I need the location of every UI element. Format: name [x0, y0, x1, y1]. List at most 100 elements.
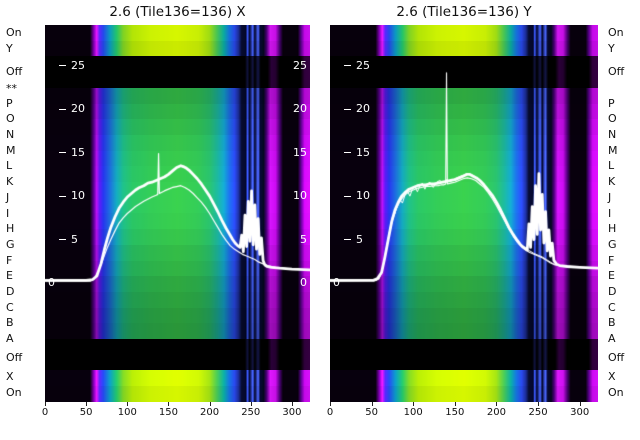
row-label: X [608, 369, 616, 383]
value-zero-label-right: 0 [300, 275, 307, 289]
value-tick-label: 20 [71, 102, 85, 116]
row-label: F [608, 253, 615, 267]
x-tick-label: 50 [79, 407, 93, 418]
value-tick-label: 5 [356, 232, 363, 246]
heatmap-panel-y: 25 20 15 10 5 0 [330, 25, 598, 402]
x-tick-label: 0 [326, 407, 334, 418]
row-label: O [608, 112, 617, 126]
value-zero-label: 0 [48, 275, 55, 289]
x-axis-x: 0 50 100 150 200 250 300 [42, 402, 310, 424]
value-tick-mark [344, 195, 351, 197]
row-label: A [6, 332, 14, 346]
row-label: H [6, 222, 15, 236]
x-tick-mark [127, 402, 129, 406]
x-tick-label: 250 [528, 407, 548, 418]
row-labels-left: On Y Off ** P O N M L K J I H G F E D C B A Off X On [2, 25, 42, 402]
row-label: X [6, 369, 14, 383]
row-label: B [608, 316, 616, 330]
row-label: H [608, 222, 617, 236]
row-label: G [608, 237, 617, 251]
x-tick-mark [413, 402, 415, 406]
value-tick-label: 10 [356, 189, 370, 203]
x-tick-mark [45, 402, 46, 406]
row-label: Off [608, 351, 625, 365]
row-label: B [6, 316, 14, 330]
row-label: N [6, 127, 15, 141]
row-label: Y [608, 41, 615, 55]
x-tick-mark [538, 402, 540, 406]
x-tick-mark [454, 402, 456, 406]
value-tick-mark [59, 152, 66, 154]
x-tick-label: 300 [570, 407, 590, 418]
x-tick-mark [86, 402, 88, 406]
row-label: On [608, 25, 624, 39]
value-zero-label: 0 [333, 275, 340, 289]
x-tick-mark [168, 402, 170, 406]
row-label: ** [6, 82, 17, 96]
row-label: A [608, 332, 616, 346]
row-label: C [6, 300, 14, 314]
row-label: D [608, 285, 617, 299]
x-tick-mark [496, 402, 498, 406]
x-axis-y: 0 50 100 150 200 250 300 [327, 402, 598, 424]
value-tick-label-right: 20 [293, 102, 307, 116]
row-label: Off [608, 65, 625, 79]
row-label: G [6, 237, 15, 251]
value-tick-label: 25 [71, 58, 85, 72]
beam-curve-canvas-y [330, 25, 598, 402]
row-label: D [6, 285, 15, 299]
value-tick-label: 25 [356, 58, 370, 72]
plot-title-y: 2.6 (Tile136=136) Y [396, 4, 532, 20]
row-label: On [6, 25, 22, 39]
value-tick-label: 15 [356, 145, 370, 159]
row-label: P [608, 96, 615, 110]
x-tick-mark [291, 402, 293, 406]
x-tick-label: 50 [365, 407, 378, 418]
row-label: M [608, 143, 618, 157]
row-label: E [6, 269, 13, 283]
value-tick-mark [344, 65, 351, 67]
x-tick-mark [209, 402, 211, 406]
row-label: F [6, 253, 13, 267]
x-tick-mark [371, 402, 373, 406]
x-tick-label: 100 [117, 407, 137, 418]
heatmap-panel-x: 25 25 20 20 15 15 10 10 5 5 0 0 [45, 25, 310, 402]
value-tick-label: 5 [71, 232, 78, 246]
value-tick-label-right: 10 [293, 189, 307, 203]
value-tick-mark [344, 239, 351, 241]
row-label: J [608, 190, 612, 204]
row-label: L [6, 159, 13, 173]
x-tick-label: 150 [445, 407, 465, 418]
row-label: P [6, 96, 13, 110]
value-tick-label-right: 15 [293, 145, 307, 159]
value-tick-label: 20 [356, 102, 370, 116]
row-label: C [608, 300, 616, 314]
x-tick-mark [579, 402, 581, 406]
row-label: O [6, 112, 15, 126]
value-tick-mark [344, 152, 351, 154]
x-tick-mark [330, 402, 331, 406]
row-labels-right: On Y Off P O N M L K J I H G F E D C B A Off X On [604, 25, 638, 402]
value-tick-mark [59, 239, 66, 241]
value-tick-label-right: 25 [293, 58, 307, 72]
x-tick-label: 200 [486, 407, 506, 418]
row-label: K [608, 175, 616, 189]
row-label: Y [6, 41, 13, 55]
row-label: I [6, 206, 10, 220]
value-tick-mark [59, 65, 66, 67]
row-label: I [608, 206, 612, 220]
row-label: M [6, 143, 16, 157]
x-tick-label: 300 [282, 407, 302, 418]
row-label: On [608, 385, 624, 399]
x-tick-label: 250 [241, 407, 261, 418]
value-tick-mark [59, 195, 66, 197]
x-tick-label: 150 [158, 407, 178, 418]
plot-title-x: 2.6 (Tile136=136) X [109, 4, 246, 20]
x-tick-mark [250, 402, 252, 406]
row-label: Off [6, 351, 23, 365]
row-label: E [608, 269, 615, 283]
value-tick-label: 10 [71, 189, 85, 203]
value-tick-mark [59, 108, 66, 110]
row-label: J [6, 190, 10, 204]
